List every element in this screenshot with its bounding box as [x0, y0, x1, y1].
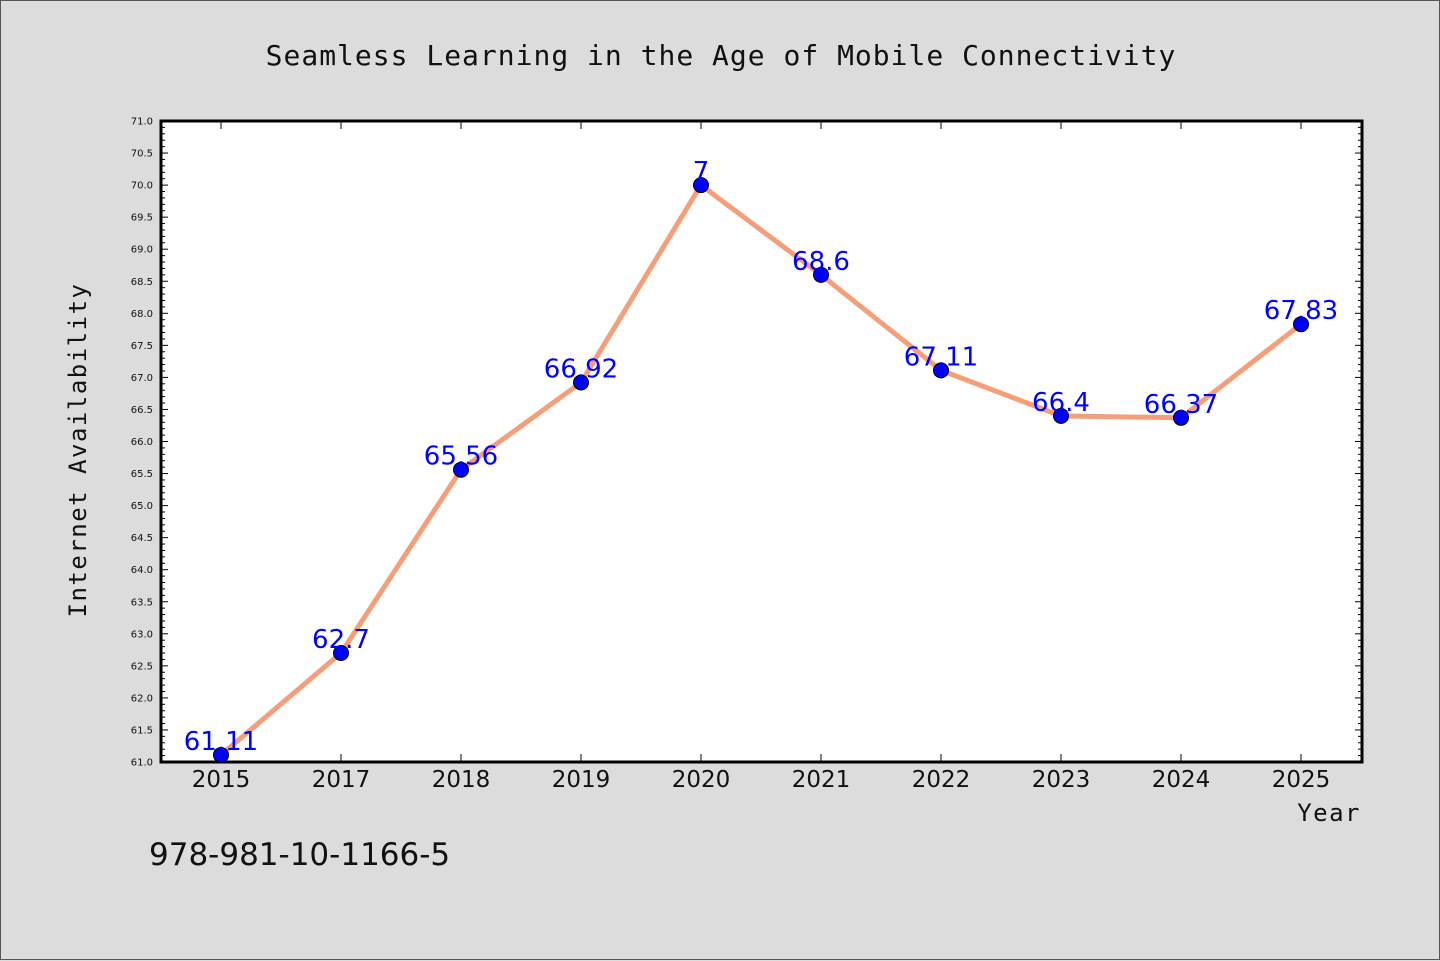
x-tick-label: 2018 [432, 767, 491, 793]
y-tick-label: 65.5 [131, 469, 153, 480]
y-tick-label: 70.5 [131, 149, 153, 160]
y-axis-ticks: 61.0 61.5 62.0 62.5 63.0 63.5 64.0 64.5 65.0 65.5… [131, 117, 1362, 769]
y-tick-label: 65.0 [131, 501, 153, 512]
data-point-marker [813, 266, 829, 283]
data-markers [213, 177, 1309, 763]
y-tick-label: 67.0 [131, 373, 153, 384]
data-point-label: 61.11 [184, 727, 258, 757]
data-point-marker [213, 746, 229, 763]
x-tick-label: 2021 [792, 767, 851, 793]
x-tick-label: 2023 [1032, 767, 1091, 793]
data-point-label: 68.6 [792, 247, 850, 277]
x-tick-label: 2019 [552, 767, 611, 793]
y-tick-label: 66.5 [131, 405, 153, 416]
series-line-group [218, 182, 1304, 758]
data-point-label: 67.83 [1264, 296, 1338, 326]
y-tick-label: 68.5 [131, 277, 153, 288]
data-point-label: 65.56 [424, 442, 498, 472]
x-tick-label: 2024 [1152, 767, 1211, 793]
y-tick-label: 63.5 [131, 597, 153, 608]
data-point-label: 7 [693, 157, 710, 187]
data-point-label: 62.7 [312, 625, 370, 655]
data-point-label: 66.92 [544, 355, 618, 385]
y-tick-label: 61.5 [131, 725, 153, 736]
y-tick-label: 64.5 [131, 533, 153, 544]
x-axis-label: Year [1297, 799, 1361, 827]
chart-title: Seamless Learning in the Age of Mobile C… [266, 39, 1177, 72]
y-tick-label: 71.0 [131, 117, 153, 128]
footer-isbn-text: 978-981-10-1166-5 [149, 837, 450, 873]
data-point-marker [1173, 409, 1189, 426]
data-point-label: 67.11 [904, 342, 978, 372]
x-tick-label: 2017 [312, 767, 371, 793]
data-point-marker [453, 461, 469, 478]
y-tick-label: 69.5 [131, 213, 153, 224]
data-point-label: 66.37 [1144, 390, 1218, 420]
y-tick-label: 67.5 [131, 341, 153, 352]
y-tick-label: 63.0 [131, 629, 153, 640]
x-tick-label: 2025 [1272, 767, 1331, 793]
x-tick-label: 2015 [192, 767, 251, 793]
y-tick-label: 61.0 [131, 758, 153, 769]
y-tick-label: 62.5 [131, 661, 153, 672]
data-point-marker [573, 374, 589, 391]
data-point-marker [1293, 316, 1309, 333]
plot-area [159, 119, 1364, 764]
y-tick-label: 68.0 [131, 309, 153, 320]
data-point-label: 66.4 [1032, 388, 1090, 418]
data-point-marker [693, 177, 709, 194]
series-line [218, 182, 1304, 758]
y-tick-label: 70.0 [131, 181, 153, 192]
x-tick-label: 2020 [672, 767, 731, 793]
y-tick-label: 64.0 [131, 565, 153, 576]
y-tick-label: 69.0 [131, 245, 153, 256]
y-axis-label: Internet Availability [64, 283, 92, 618]
y-tick-label: 66.0 [131, 437, 153, 448]
x-tick-label: 2022 [912, 767, 971, 793]
data-point-marker [1053, 407, 1069, 424]
data-labels: 61.11 62.7 65.56 66.92 7 68.6 67.11 66.4 66.37 67… [184, 157, 1338, 757]
data-point-marker [933, 362, 949, 379]
y-tick-label: 62.0 [131, 693, 153, 704]
x-axis-ticks: 2015 2017 2018 2019 2020 2021 2022 2023 2024 2025 [192, 121, 1331, 793]
data-point-marker [333, 645, 349, 662]
